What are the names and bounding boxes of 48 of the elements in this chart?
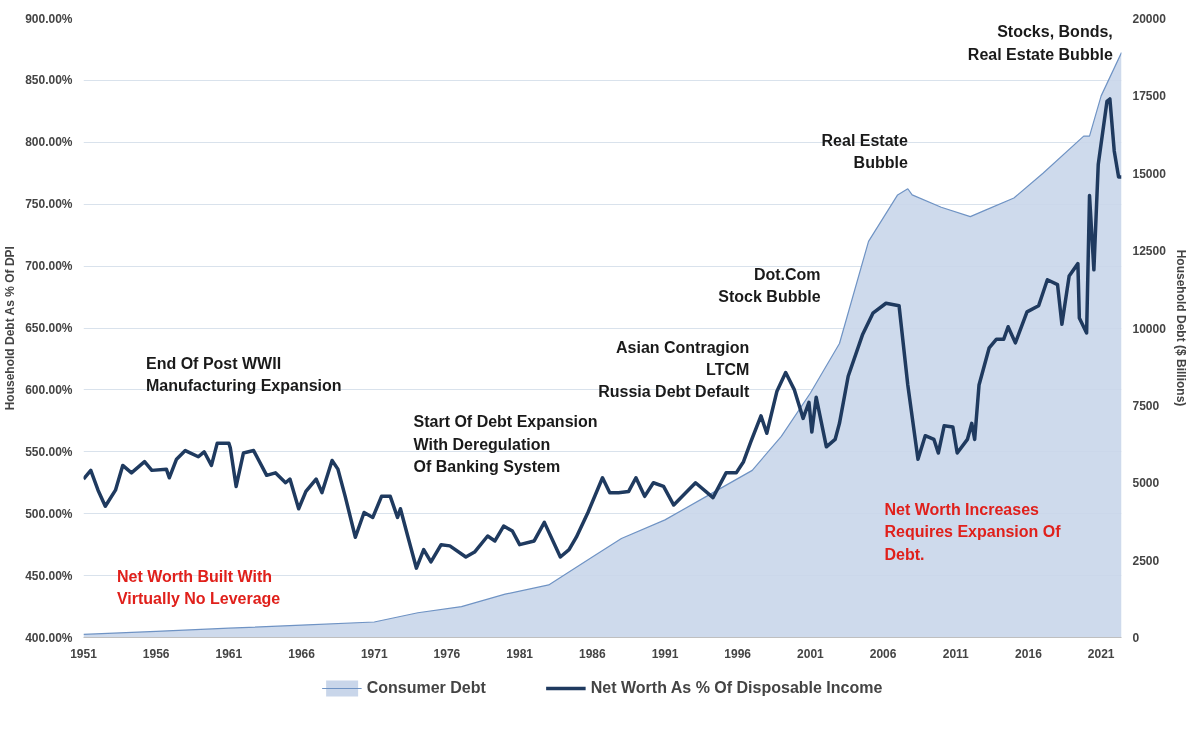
y2-tick-label: 17500 (1132, 89, 1167, 104)
x-tick-label: 2021 (1087, 646, 1115, 661)
x-tick-label: 2016 (1015, 646, 1043, 661)
annotation: Start Of Debt Expansion With Deregulation Of Banking System (413, 413, 598, 475)
y2-tick-label: 20000 (1132, 12, 1167, 26)
y-tick-label: 800.00% (25, 135, 73, 150)
x-tick-label: 1991 (651, 646, 679, 661)
x-tick-label: 2001 (797, 646, 825, 661)
y-tick-label: 500.00% (25, 506, 73, 521)
x-tick-label: 1956 (142, 646, 170, 661)
x-tick-label: 1966 (288, 646, 316, 661)
legend-label: Net Worth As % Of Disposable Income (590, 679, 883, 697)
y-tick-label: 850.00% (25, 73, 73, 88)
annotation: Asian Contragion LTCM Russia Debt Default (598, 339, 750, 401)
annotation: Dot.Com Stock Bubble (718, 266, 821, 306)
x-tick-label: 1981 (506, 646, 534, 661)
x-tick-label: 1971 (360, 646, 388, 661)
annotation: Net Worth Built With Virtually No Leverage (116, 568, 281, 608)
y2-tick-label: 0 (1132, 631, 1140, 645)
y-axis-title: Household Debt As % Of DPI (3, 246, 18, 411)
y-tick-label: 750.00% (25, 197, 73, 212)
annotation: Real Estate Bubble (821, 132, 908, 172)
annotation: Stocks, Bonds, Real Estate Bubble (967, 23, 1113, 63)
x-tick-label: 1961 (215, 646, 243, 661)
y-tick-label: 650.00% (25, 321, 73, 335)
x-tick-label: 2011 (942, 646, 970, 661)
y-tick-label: 900.00% (25, 11, 73, 26)
y2-tick-label: 12500 (1132, 244, 1167, 259)
x-tick-label: 1996 (724, 646, 752, 661)
x-tick-label: 1976 (433, 646, 461, 661)
line-series (83, 97, 1122, 570)
x-tick-label: 2006 (869, 646, 897, 661)
annotation: End Of Post WWII Manufacturing Expansion (146, 355, 342, 395)
y2-tick-label: 10000 (1132, 321, 1167, 336)
y-tick-label: 450.00% (25, 568, 73, 583)
y2-tick-label: 15000 (1132, 166, 1167, 181)
y-tick-label: 550.00% (25, 444, 73, 459)
legend-label: Consumer Debt (366, 679, 486, 697)
annotation: Net Worth Increases Requires Expansion Of Debt. (884, 501, 1062, 563)
y2-tick-label: 5000 (1132, 476, 1160, 491)
y-tick-label: 400.00% (25, 630, 73, 645)
y-tick-label: 600.00% (25, 382, 73, 397)
y2-axis-title: Household Debt ($ Billions) (1173, 249, 1188, 407)
x-tick-label: 1986 (578, 646, 606, 661)
x-tick-label: 1951 (70, 646, 98, 661)
y-tick-label: 700.00% (25, 259, 73, 274)
y2-tick-label: 2500 (1132, 553, 1160, 568)
y2-tick-label: 7500 (1132, 398, 1160, 413)
